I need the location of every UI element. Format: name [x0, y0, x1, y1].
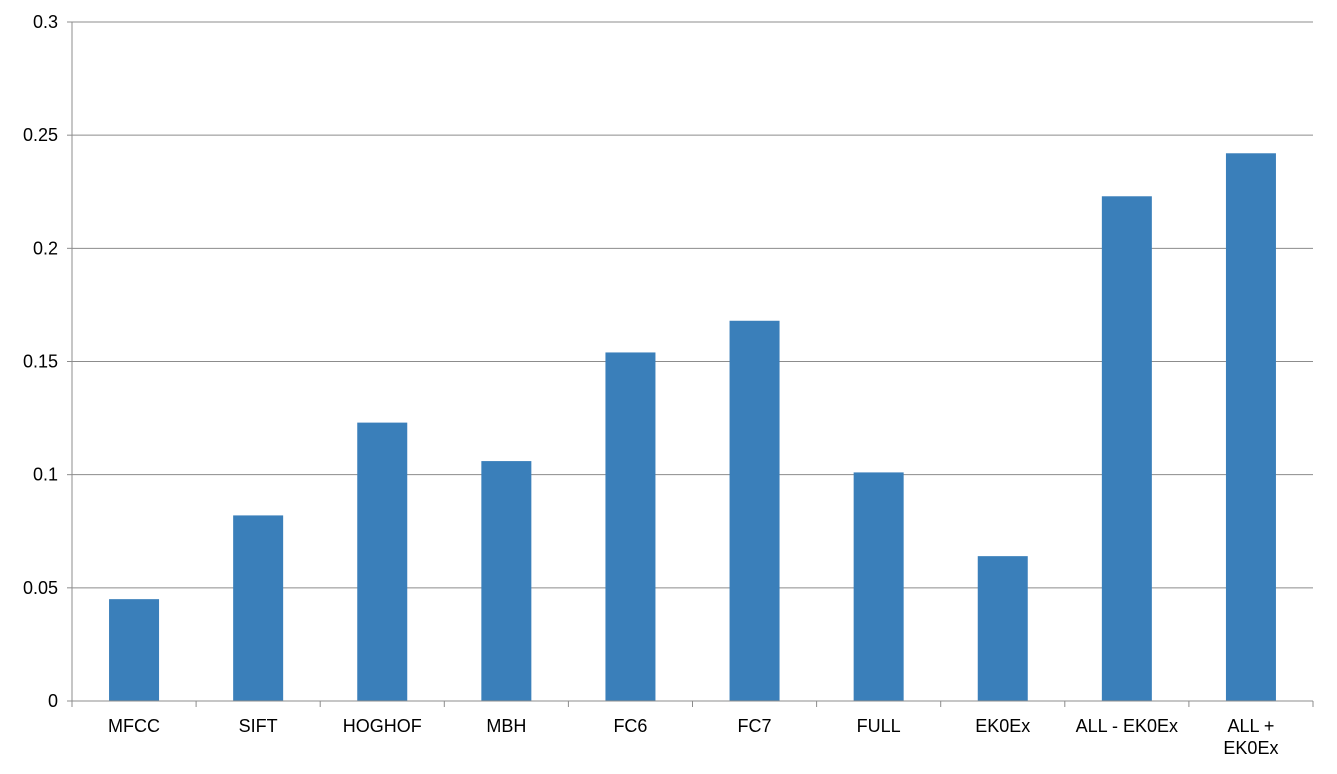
x-tick-label: MBH — [486, 716, 526, 736]
x-tick-label: FC6 — [613, 716, 647, 736]
x-tick-label: SIFT — [239, 716, 278, 736]
bar — [729, 320, 780, 701]
x-tick-label: EK0Ex — [975, 716, 1030, 736]
bar — [481, 461, 532, 701]
y-tick-label: 0.1 — [33, 465, 58, 485]
y-tick-label: 0.05 — [23, 578, 58, 598]
tick-labels: 0 0.05 0.1 0.15 0.2 0.25 0.3 MFCC SIFT HOGHOF MBH F… — [23, 12, 1279, 758]
x-tick-label: FULL — [857, 716, 901, 736]
x-tick-label: ALL - EK0Ex — [1076, 716, 1178, 736]
bar — [109, 599, 160, 701]
x-tick-label: HOGHOF — [343, 716, 422, 736]
bar — [1225, 153, 1276, 702]
bar — [853, 472, 904, 701]
y-tick-label: 0 — [48, 691, 58, 711]
x-tick-label: ALL + EK0Ex — [1223, 716, 1278, 758]
y-tick-label: 0.2 — [33, 238, 58, 258]
bar — [233, 515, 284, 701]
bar — [1101, 196, 1152, 701]
y-tick-label: 0.15 — [23, 352, 58, 372]
bar — [357, 422, 408, 701]
x-tick-label: FC7 — [738, 716, 772, 736]
bar — [605, 352, 656, 701]
bars — [109, 153, 1276, 702]
axes — [67, 21, 1314, 707]
bar — [977, 556, 1028, 701]
x-tick-label: MFCC — [108, 716, 160, 736]
y-tick-label: 0.25 — [23, 125, 58, 145]
y-tick-label: 0.3 — [33, 12, 58, 32]
